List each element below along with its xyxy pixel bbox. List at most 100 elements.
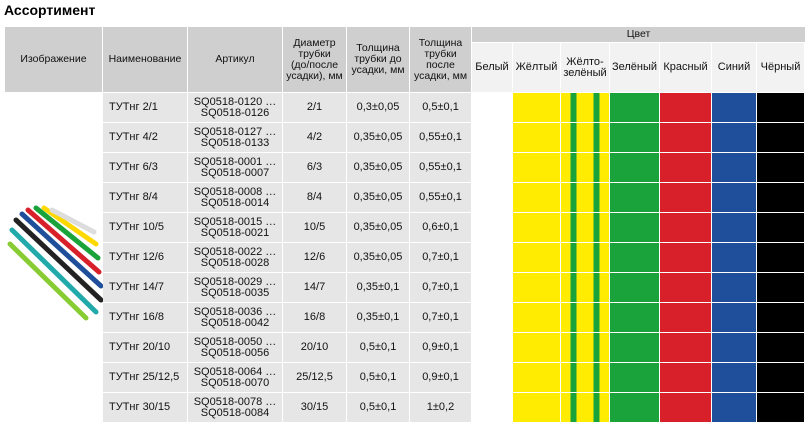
value-cell: 0,55±0,1 [410,123,471,152]
color-swatch [660,93,711,122]
header-cell: Наименование [103,27,187,92]
text-line: Зелёный [611,61,658,73]
color-swatch [660,273,711,302]
color-swatch [757,393,804,422]
header-cell: Диаметр трубки (до/после усадки), мм [283,27,346,92]
text-line: SQ0518-0056 [200,346,270,359]
color-swatch [561,393,609,422]
color-swatch [712,333,756,362]
color-swatch [660,213,711,242]
name-cell: ТУТнг 2/1 [103,93,187,122]
color-swatch [757,363,804,392]
color-name: Чёрный [757,43,804,92]
color-swatch [610,303,659,332]
color-swatch [513,363,560,392]
color-swatch [513,93,560,122]
value-cell: 25/12,5 [283,363,346,392]
color-header: Цвет [472,27,805,42]
value-cell: 0,7±0,1 [410,243,471,272]
color-name: Белый [472,43,512,92]
text-line: Диаметр [293,36,336,49]
article-cell: SQ0518-0022 … SQ0518-0028 [188,243,282,272]
text-line: ТУТнг 6/3 [109,161,158,173]
value-cell: 0,35±0,05 [347,183,409,212]
color-swatch [513,303,560,332]
text-line: 0,55±0,1 [419,161,462,173]
article-cell: SQ0518-0001 … SQ0518-0007 [188,153,282,182]
text-line: 2/1 [306,101,323,113]
color-swatch [561,273,609,302]
text-line: Чёрный [760,61,801,73]
value-cell: 0,9±0,1 [410,363,471,392]
value-cell: 0,55±0,1 [410,183,471,212]
header-cell: Толщина трубки до усадки, мм [347,27,409,92]
text-line: 0,35±0,05 [353,251,403,263]
color-swatch [513,213,560,242]
text-line: Изображение [20,53,87,65]
article-cell: SQ0518-0036 … SQ0518-0042 [188,303,282,332]
value-cell: 0,3±0,05 [347,93,409,122]
text-line: Толщина [418,36,463,49]
text-line: ТУТнг 8/4 [109,191,158,203]
text-line: ТУТнг 10/5 [109,221,164,233]
color-swatch [472,93,512,122]
text-line: SQ0518-0007 [200,166,270,179]
text-line: SQ0518-0021 [200,226,270,239]
text-line: SQ0518-0022 … [193,245,277,258]
text-line: трубки до [354,53,402,65]
color-swatch [513,333,560,362]
value-cell: 10/5 [283,213,346,242]
color-swatch [660,363,711,392]
color-swatch [561,183,609,212]
value-cell: 0,6±0,1 [410,213,471,242]
color-swatch [757,333,804,362]
color-swatch [561,333,609,362]
text-line: 14/7 [303,281,326,293]
color-swatch [610,93,659,122]
value-cell: 0,35±0,05 [347,153,409,182]
article-cell: SQ0518-0050 … SQ0518-0056 [188,333,282,362]
color-swatch [561,213,609,242]
text-line: SQ0518-0042 [200,316,270,329]
text-line: 0,3±0,05 [356,101,400,113]
color-swatch [561,303,609,332]
color-name: Красный [660,43,711,92]
text-line: 25/12,5 [296,371,333,383]
article-cell: SQ0518-0078 … SQ0518-0084 [188,393,282,422]
text-line: после [426,58,455,71]
color-swatch [610,153,659,182]
color-swatch [472,153,512,182]
name-cell: ТУТнг 30/15 [103,393,187,422]
color-swatch [610,333,659,362]
text-line: Красный [663,61,708,73]
value-cell: 0,9±0,1 [410,333,471,362]
header-cell: Толщина трубки после усадки, мм [410,27,471,92]
text-line: 0,7±0,1 [422,281,459,293]
text-line: Жёлтый [515,61,558,73]
color-swatch [513,243,560,272]
color-swatch [513,183,560,212]
text-line: Синий [717,61,751,73]
text-line: 12/6 [303,251,326,263]
color-swatch [660,243,711,272]
title: Ассортимент [4,2,96,18]
color-swatch [712,393,756,422]
text-line: SQ0518-0014 [200,196,270,209]
name-cell: ТУТнг 8/4 [103,183,187,212]
value-cell: 20/10 [283,333,346,362]
color-swatch [660,183,711,212]
text-line: ТУТнг 16/8 [109,311,164,323]
tubes-image [7,205,104,321]
color-swatch [712,363,756,392]
text-line: ТУТнг 14/7 [109,281,164,293]
text-line: 0,5±0,1 [359,371,397,383]
color-name: Жёлтый [513,43,560,92]
text-line: 0,5±0,1 [422,101,459,113]
text-line: SQ0518-0064 … [193,365,277,378]
name-cell: ТУТнг 25/12,5 [103,363,187,392]
text-line: 0,35±0,1 [356,311,400,323]
color-swatch [660,123,711,152]
text-line: усадки, мм [413,69,468,82]
text-line: 0,7±0,1 [422,251,459,263]
text-line: Толщина [356,42,400,54]
